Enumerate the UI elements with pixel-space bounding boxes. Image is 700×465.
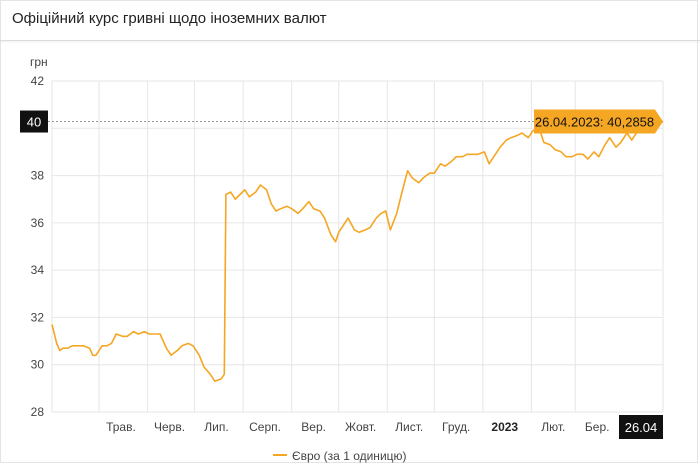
crosshair-x-label: 26.04 <box>625 420 658 435</box>
y-tick-label: 34 <box>31 263 45 277</box>
x-tick-label: Серп. <box>249 420 281 434</box>
x-axis-ticks: Трав. Черв. Лип. Серп. Вер. Жовт. Лист. Груд. 20… <box>106 420 609 434</box>
y-tick-label: 32 <box>31 310 45 324</box>
y-tick-label: 38 <box>31 169 45 183</box>
series-line-euro <box>51 120 664 383</box>
tooltip-text: 26.04.2023: 40,2858 <box>535 115 654 130</box>
x-tick-label: Лют. <box>541 420 565 434</box>
x-tick-label: Черв. <box>154 420 185 434</box>
y-tick-label: 30 <box>31 358 45 372</box>
y-tick-label: 28 <box>31 405 45 419</box>
x-tick-label: Вер. <box>301 420 326 434</box>
chart-header: Офіційний курс гривні щодо іноземних вал… <box>0 0 700 41</box>
crosshair-y-marker: 40 <box>20 110 48 133</box>
x-tick-label: Груд. <box>442 420 470 434</box>
y-tick-label: 36 <box>31 216 45 230</box>
legend-label-euro: Євро (за 1 одиницю) <box>292 449 407 463</box>
x-tick-label: Трав. <box>106 420 136 434</box>
y-tick-label: 42 <box>31 74 45 88</box>
chart-title: Офіційний курс гривні щодо іноземних вал… <box>12 10 327 27</box>
x-tick-label: 2023 <box>491 420 518 434</box>
x-tick-label: Бер. <box>585 420 610 434</box>
crosshair-y-label: 40 <box>27 115 41 130</box>
x-tick-label: Лип. <box>204 420 228 434</box>
y-axis-ticks: 2830323436384042 <box>31 74 45 419</box>
x-tick-label: Лист. <box>395 420 423 434</box>
x-tick-label: Жовт. <box>345 420 376 434</box>
y-axis-unit-label: грн <box>30 55 48 69</box>
legend[interactable]: Євро (за 1 одиницю) <box>273 449 407 463</box>
tooltip-box <box>534 109 663 134</box>
crosshair-x-marker: 26.04 <box>619 415 663 439</box>
tooltip: 26.04.2023: 40,2858 <box>534 109 663 134</box>
